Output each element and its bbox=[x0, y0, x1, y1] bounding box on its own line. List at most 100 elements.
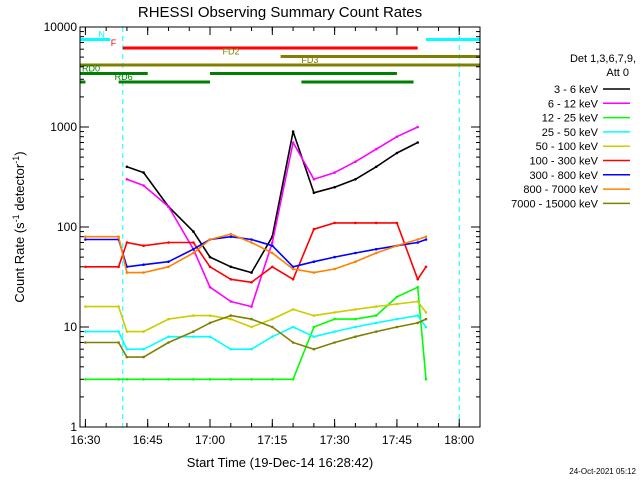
y-tick-label: 100 bbox=[57, 220, 77, 234]
series-point-7 bbox=[291, 265, 295, 269]
series-point-9 bbox=[208, 321, 212, 325]
series-point-3 bbox=[142, 378, 145, 381]
series-point-8 bbox=[84, 235, 87, 238]
series-point-5 bbox=[424, 311, 428, 314]
series-point-8 bbox=[250, 241, 253, 244]
series-point-1 bbox=[250, 271, 253, 274]
series-point-6 bbox=[84, 265, 87, 269]
series-point-3 bbox=[250, 378, 253, 381]
series-point-3 bbox=[312, 325, 316, 329]
series-point-5 bbox=[117, 305, 120, 308]
series-point-2 bbox=[271, 241, 274, 244]
series-point-6 bbox=[142, 244, 145, 247]
series-line-4 bbox=[85, 314, 427, 350]
series-point-2 bbox=[125, 178, 129, 181]
series-point-7 bbox=[333, 255, 336, 259]
series-point-8 bbox=[142, 271, 145, 274]
series-point-8 bbox=[208, 238, 212, 241]
series-point-4 bbox=[291, 325, 295, 329]
series-point-6 bbox=[395, 221, 399, 225]
series-point-5 bbox=[354, 308, 357, 311]
series-point-9 bbox=[395, 325, 399, 329]
series-point-9 bbox=[312, 347, 316, 351]
series-point-5 bbox=[291, 308, 295, 311]
legend-entry-label: 50 - 100 keV bbox=[536, 141, 599, 153]
series-point-7 bbox=[229, 235, 233, 238]
series-point-5 bbox=[312, 314, 316, 317]
series-point-4 bbox=[125, 347, 129, 351]
series-point-6 bbox=[271, 265, 274, 269]
series-point-4 bbox=[142, 347, 145, 351]
flag-label-f: F bbox=[111, 38, 117, 48]
series-point-1 bbox=[291, 130, 295, 133]
series-point-5 bbox=[125, 330, 129, 333]
series-point-5 bbox=[374, 305, 378, 308]
y-tick-label: 10 bbox=[64, 320, 78, 334]
series-point-7 bbox=[271, 244, 274, 247]
series-point-2 bbox=[395, 135, 399, 138]
series-point-3 bbox=[208, 378, 212, 381]
y-axis-title-exp1: -1 bbox=[11, 214, 21, 222]
series-point-2 bbox=[250, 305, 253, 308]
series-line-1 bbox=[126, 130, 419, 274]
series-point-4 bbox=[84, 330, 87, 333]
flag-label-fd3: FD3 bbox=[301, 55, 318, 65]
series-point-9 bbox=[374, 330, 378, 333]
series-point-5 bbox=[250, 325, 253, 329]
series-point-1 bbox=[354, 178, 357, 181]
series-point-3 bbox=[291, 378, 295, 381]
series-point-2 bbox=[167, 205, 170, 208]
series-point-4 bbox=[395, 317, 399, 321]
series-point-7 bbox=[354, 251, 357, 255]
series-point-5 bbox=[84, 305, 87, 308]
x-axis: 16:30 16:45 17:00 17:15 17:30 17:45 18:00 bbox=[70, 27, 481, 447]
legend-entry-label: 300 - 800 keV bbox=[530, 170, 599, 182]
series-point-6 bbox=[374, 221, 378, 225]
series-line-2 bbox=[126, 126, 419, 308]
series-point-1 bbox=[374, 165, 378, 169]
series-point-8 bbox=[333, 267, 336, 271]
y-tick-label: 1 bbox=[70, 420, 77, 434]
series-point-3 bbox=[374, 314, 378, 317]
series-point-9 bbox=[424, 317, 428, 321]
series-point-3 bbox=[167, 378, 170, 381]
series-point-3 bbox=[333, 317, 336, 321]
series-point-9 bbox=[291, 341, 295, 344]
y-tick-label: 10000 bbox=[44, 20, 78, 34]
x-tick-label: 17:30 bbox=[320, 433, 350, 447]
series-point-8 bbox=[117, 235, 120, 238]
series-point-8 bbox=[167, 265, 170, 269]
series-point-4 bbox=[374, 321, 378, 325]
series-point-9 bbox=[125, 355, 129, 359]
series-point-9 bbox=[117, 341, 120, 344]
chart-title: RHESSI Observing Summary Count Rates bbox=[138, 4, 422, 21]
series-point-6 bbox=[117, 265, 120, 269]
series-point-9 bbox=[333, 341, 336, 344]
legend-entry-label: 3 - 6 keV bbox=[554, 84, 599, 96]
series-point-6 bbox=[354, 221, 357, 225]
series-point-2 bbox=[142, 184, 145, 187]
series-point-7 bbox=[424, 238, 428, 241]
series-point-5 bbox=[395, 302, 399, 306]
series-point-6 bbox=[291, 278, 295, 281]
x-tick-label: 17:45 bbox=[382, 433, 412, 447]
series-point-9 bbox=[250, 317, 253, 321]
series-point-7 bbox=[374, 247, 378, 251]
series-point-9 bbox=[84, 341, 87, 344]
legend-entry-label: 100 - 300 keV bbox=[530, 156, 599, 168]
legend-entry-label: 25 - 50 keV bbox=[542, 127, 599, 139]
plot-frame bbox=[79, 26, 481, 428]
x-axis-title: Start Time (19-Dec-14 16:28:42) bbox=[187, 455, 373, 470]
series-point-1 bbox=[333, 185, 336, 189]
series-point-4 bbox=[354, 325, 357, 329]
series-point-6 bbox=[416, 278, 420, 281]
y-axis: 1 10 100 1000 10000 bbox=[44, 20, 480, 434]
series-point-3 bbox=[424, 378, 428, 381]
series-point-5 bbox=[192, 314, 195, 317]
x-tick-label: 18:00 bbox=[444, 433, 474, 447]
series-point-2 bbox=[374, 147, 378, 151]
legend-entry-label: 7000 - 15000 keV bbox=[511, 198, 599, 210]
series-point-4 bbox=[117, 330, 120, 333]
series-point-7 bbox=[250, 238, 253, 241]
